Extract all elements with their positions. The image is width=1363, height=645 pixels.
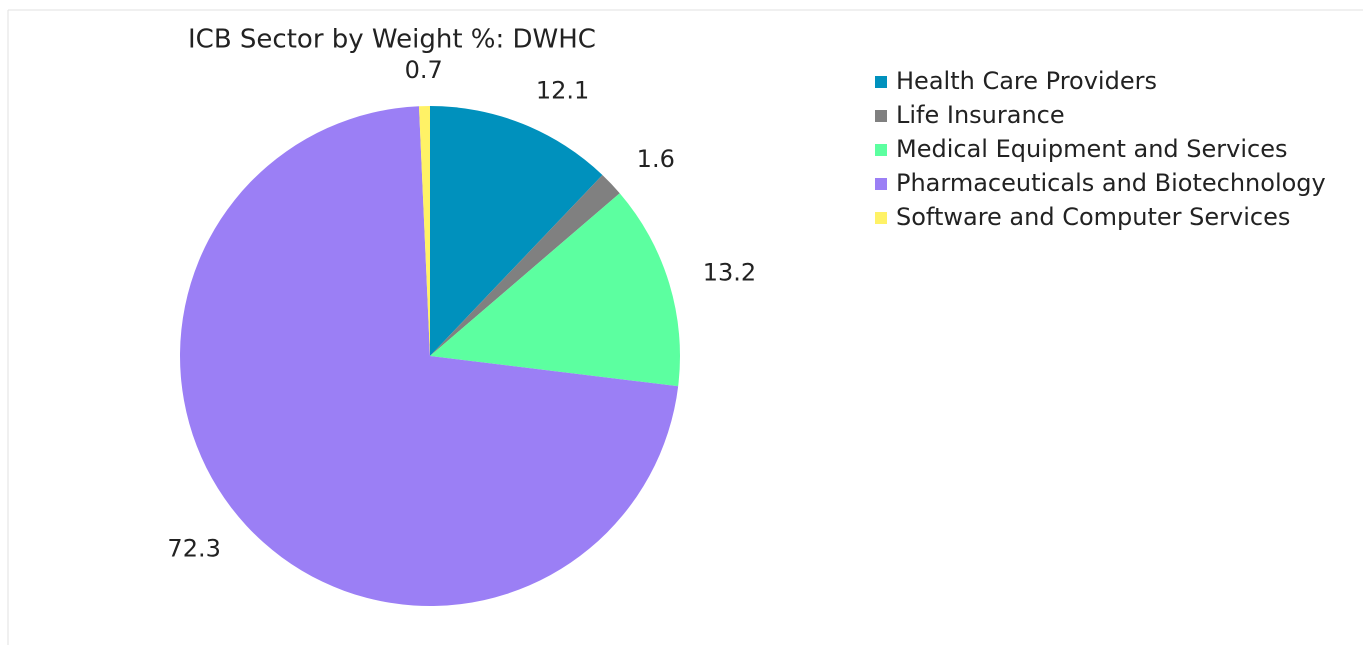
legend-label: Medical Equipment and Services xyxy=(896,135,1287,163)
legend-label: Pharmaceuticals and Biotechnology xyxy=(896,169,1326,197)
data-label: 0.7 xyxy=(405,56,443,84)
legend-swatch xyxy=(875,144,887,156)
pie-slice xyxy=(430,193,680,387)
legend-swatch xyxy=(875,76,887,88)
chart-title: ICB Sector by Weight %: DWHC xyxy=(188,25,596,55)
legend-label: Life Insurance xyxy=(896,101,1065,129)
data-label: 13.2 xyxy=(703,258,756,286)
data-label: 1.6 xyxy=(637,145,675,173)
pie-slice xyxy=(430,106,603,356)
legend-swatch xyxy=(875,212,887,224)
legend-swatch xyxy=(875,178,887,190)
data-label: 72.3 xyxy=(167,535,220,563)
pie-slice xyxy=(430,174,620,356)
pie-slice xyxy=(418,106,430,356)
legend-label: Software and Computer Services xyxy=(896,203,1290,231)
legend-swatch xyxy=(875,110,887,122)
legend-label: Health Care Providers xyxy=(896,67,1157,95)
pie-slice xyxy=(180,106,679,606)
data-label: 12.1 xyxy=(536,76,589,104)
